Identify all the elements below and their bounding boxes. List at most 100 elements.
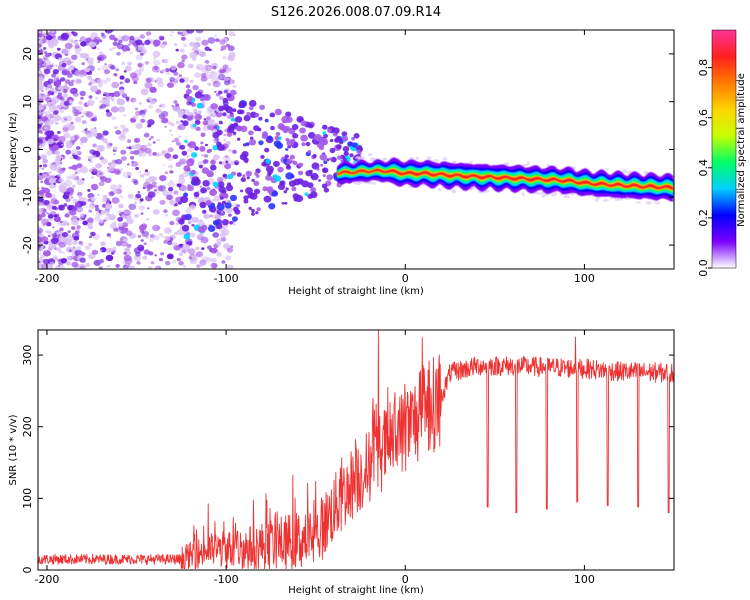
spectrogram-blob <box>38 67 41 72</box>
spectrogram-blob <box>178 135 182 138</box>
spectrogram-blob <box>195 30 204 34</box>
spectrogram-blob <box>186 30 195 34</box>
spectrogram-blob <box>201 247 205 250</box>
y-tick-label: -10 <box>21 188 34 206</box>
spectrogram-blob <box>149 238 154 243</box>
spectrogram-blob <box>242 174 246 178</box>
spectrogram-blob <box>47 78 54 84</box>
spectrogram-blob <box>108 214 116 221</box>
spectrogram-blob <box>80 96 84 100</box>
spectrogram-blob <box>210 164 217 171</box>
spectrogram-blob <box>196 102 203 109</box>
spectrogram-blob <box>541 194 545 198</box>
spectrogram-blob <box>204 154 209 158</box>
spectrogram-blob <box>51 92 54 95</box>
spectrogram-blob <box>230 113 235 118</box>
spectrogram-blob <box>95 96 99 100</box>
spectrogram-blob <box>229 221 234 225</box>
spectrogram-blob <box>40 143 46 148</box>
spectrogram-blob <box>108 191 115 197</box>
figure-title: S126.2026.008.07.09.R14 <box>271 5 441 20</box>
spectrogram-blob <box>144 147 152 154</box>
spectrogram-blob <box>415 156 419 160</box>
spectrogram-blob <box>104 177 112 184</box>
spectrogram-blob <box>56 231 63 237</box>
spectrogram-blob <box>89 149 96 155</box>
spectrogram-blob <box>65 122 72 129</box>
spectrogram-blob <box>553 191 558 195</box>
spectrogram-blob <box>67 230 71 233</box>
y-tick-label: 20 <box>21 47 34 61</box>
spectrogram-blob <box>216 241 222 246</box>
spectrogram-blob <box>99 259 104 264</box>
spectrogram-blob <box>226 67 232 72</box>
spectrogram-blob <box>39 189 45 194</box>
spectrogram-blob <box>133 255 142 262</box>
spectrogram-blob <box>67 37 74 43</box>
spectrogram-blob <box>152 224 160 232</box>
spectrogram-blob <box>38 252 42 255</box>
spectrogram-blob <box>115 68 120 72</box>
spectrogram-blob <box>107 95 113 100</box>
spectrogram-blob <box>152 152 157 156</box>
spectrogram-blob <box>227 173 234 180</box>
spectrogram-blob <box>45 178 49 181</box>
spectrogram-plot-area <box>38 30 674 269</box>
spectrogram-blob <box>104 63 107 66</box>
spectrogram-blob <box>48 104 52 108</box>
spectrogram-blob <box>49 87 55 92</box>
spectrogram-blob <box>134 107 139 111</box>
spectrogram-blob <box>214 90 217 93</box>
spectrogram-blob <box>75 39 78 42</box>
spectrogram-blob <box>200 187 208 194</box>
spectrogram-blob <box>97 67 101 71</box>
spectrogram-blob <box>326 158 330 162</box>
spectrogram-blob <box>45 34 53 41</box>
spectrogram-blob <box>71 61 74 63</box>
spectrogram-blob <box>107 111 112 116</box>
spectrogram-blob <box>248 100 257 107</box>
spectrogram-blob <box>285 111 292 118</box>
spectrogram-blob <box>101 65 108 71</box>
spectrogram-blob <box>232 108 237 113</box>
spectrogram-blob <box>86 75 92 80</box>
spectrogram-blob <box>116 51 121 56</box>
spectrogram-blob <box>181 150 187 156</box>
spectrogram-blob <box>256 207 261 212</box>
colorbar-ticks: 0.0 0.2 0.4 0.6 0.8 <box>697 59 712 277</box>
spectrogram-blob <box>304 192 309 196</box>
spectrogram-blob <box>255 211 259 215</box>
spectrogram-blob <box>113 168 122 176</box>
spectrogram-blob <box>163 59 169 64</box>
spectrogram-blob <box>221 200 227 205</box>
spectrogram-blob <box>191 57 197 62</box>
spectrogram-blob <box>147 191 156 198</box>
spectrogram-blob <box>72 108 79 114</box>
spectrogram-blob <box>277 123 285 130</box>
snr-frame <box>37 329 675 571</box>
spectrogram-blob <box>258 140 264 146</box>
spectrogram-blob <box>216 137 220 140</box>
spectrogram-blob <box>177 177 186 184</box>
spectrogram-blob <box>69 209 77 216</box>
spectrogram-blob <box>148 251 154 256</box>
spectrogram-blob <box>267 135 273 141</box>
spectrogram-blob <box>184 139 188 143</box>
spectrogram-blob <box>58 235 67 243</box>
spectrogram-blob <box>198 164 203 169</box>
spectrogram-blob <box>118 203 124 209</box>
spectrogram-blob <box>105 209 110 214</box>
spectrogram-blob <box>38 201 43 207</box>
spectrogram-blob <box>143 181 152 189</box>
spectrogram-blob <box>42 158 49 164</box>
spectrogram-blob <box>132 99 137 103</box>
spectrogram-blob <box>123 70 127 73</box>
spectrogram-blob <box>113 73 118 77</box>
spectrogram-blob <box>60 32 69 40</box>
spectrogram-blob <box>159 175 167 182</box>
spectrogram-blob <box>98 100 102 103</box>
spectrogram-blob <box>159 199 166 205</box>
spectrogram-blob <box>56 105 62 110</box>
spectrogram-blob <box>163 188 167 192</box>
